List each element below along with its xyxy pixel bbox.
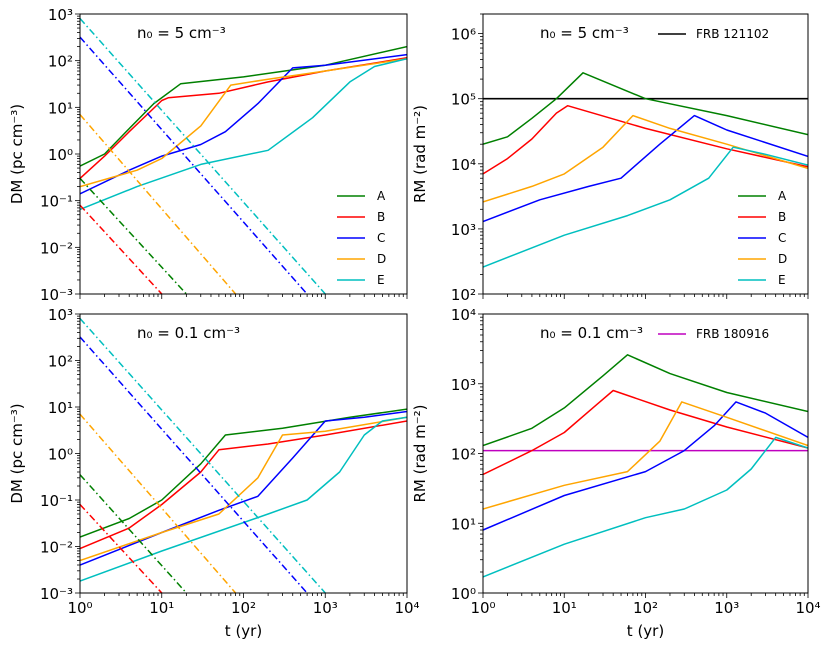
y-tick-label: 10¹ bbox=[451, 515, 476, 533]
panel-bottom-left: 10⁰ 10¹ 10² 10³ 10⁴ 10⁻³ 10⁻² 10⁻¹ 10⁰ 10¹ 10² 10³ n… bbox=[8, 306, 420, 640]
y-tick-label: 10⁴ bbox=[451, 306, 476, 324]
series-c bbox=[483, 401, 808, 531]
series-a bbox=[483, 72, 808, 145]
y-tick-label: 10³ bbox=[451, 376, 476, 394]
x-tick-label: 10² bbox=[231, 599, 256, 617]
y-axis-label: DM (pc cm⁻³) bbox=[8, 403, 26, 503]
series-c bbox=[80, 410, 407, 566]
series-a bbox=[80, 408, 407, 538]
series-e bbox=[80, 57, 407, 211]
series-b-dashdot bbox=[80, 503, 163, 593]
y-tick-label: 10² bbox=[48, 53, 73, 71]
series-d-dashdot bbox=[80, 114, 237, 294]
x-axis-label: t (yr) bbox=[225, 622, 262, 640]
series-e-dashdot bbox=[80, 318, 326, 593]
y-tick-label: 10⁻¹ bbox=[40, 193, 73, 211]
series-c-dashdot bbox=[80, 336, 308, 593]
panel-top-right: 10² 10³ 10⁴ 10⁵ 10⁶ n₀ = 5 cm⁻³ FRB 121102 ABCD… bbox=[411, 13, 809, 304]
x-tick-label: 10⁴ bbox=[394, 599, 419, 617]
y-tick-label: 10⁰ bbox=[48, 446, 73, 464]
axes-frame bbox=[79, 13, 408, 295]
series-b-dashdot bbox=[80, 204, 163, 294]
y-tick-label: 10⁴ bbox=[451, 156, 476, 174]
y-tick-label: 10³ bbox=[451, 221, 476, 239]
y-tick-label: 10⁵ bbox=[451, 91, 476, 109]
y-tick-label: 10⁻³ bbox=[40, 286, 73, 304]
y-tick-label: 10⁻² bbox=[40, 539, 73, 557]
series-group bbox=[80, 318, 407, 593]
series-e-dashdot bbox=[80, 18, 326, 294]
axes-frame bbox=[482, 13, 809, 295]
y-tick-label: 10² bbox=[451, 286, 476, 304]
series-d bbox=[80, 416, 407, 562]
panel-bottom-right: 10⁰ 10¹ 10² 10³ 10⁴ 10⁰ 10¹ 10² 10³ 10⁴ n₀ = 0.1 c… bbox=[411, 306, 821, 640]
legend-label-c: C bbox=[377, 231, 385, 245]
x-tick-label: 10² bbox=[633, 599, 658, 617]
panel-annotation: n₀ = 5 cm⁻³ bbox=[137, 24, 226, 42]
series-a bbox=[483, 354, 808, 447]
panel-top-left: 10⁻³ 10⁻² 10⁻¹ 10⁰ 10¹ 10² 10³ n₀ = 5 cm⁻³ ABCDE… bbox=[8, 6, 408, 304]
series-a-dashdot bbox=[80, 177, 187, 294]
reference-legend-label: FRB 121102 bbox=[696, 27, 769, 41]
series-a-dashdot bbox=[80, 474, 187, 593]
legend-label-c: C bbox=[778, 231, 786, 245]
y-tick-label: 10⁰ bbox=[451, 585, 476, 603]
y-tick-label: 10⁰ bbox=[48, 146, 73, 164]
series-c bbox=[483, 114, 808, 223]
series-e bbox=[80, 416, 407, 582]
y-axis-label: RM (rad m⁻²) bbox=[411, 105, 429, 203]
y-tick-label: 10¹ bbox=[48, 99, 73, 117]
panel-annotation: n₀ = 0.1 cm⁻³ bbox=[137, 324, 240, 342]
x-tick-label: 10⁰ bbox=[470, 599, 495, 617]
y-axis-label: RM (rad m⁻²) bbox=[411, 404, 429, 502]
x-tick-label: 10³ bbox=[313, 599, 338, 617]
legend-label-b: B bbox=[377, 210, 385, 224]
series-d bbox=[483, 401, 808, 510]
series-b bbox=[80, 420, 407, 550]
y-tick-label: 10³ bbox=[48, 6, 73, 24]
legend-label-a: A bbox=[778, 189, 787, 203]
axes-frame bbox=[79, 313, 408, 594]
x-tick-label: 10¹ bbox=[149, 599, 174, 617]
series-b bbox=[483, 104, 808, 175]
series-d-dashdot bbox=[80, 413, 237, 593]
series-e bbox=[483, 436, 808, 578]
x-tick-label: 10⁴ bbox=[795, 599, 820, 617]
series-c-dashdot bbox=[80, 36, 308, 294]
y-tick-label: 10³ bbox=[48, 306, 73, 324]
x-axis-label: t (yr) bbox=[627, 622, 664, 640]
series-e bbox=[483, 146, 808, 268]
series-d bbox=[80, 57, 407, 188]
series-group bbox=[483, 72, 808, 268]
legend-label-e: E bbox=[377, 273, 385, 287]
legend-label-d: D bbox=[778, 252, 787, 266]
x-tick-label: 10³ bbox=[714, 599, 739, 617]
y-tick-label: 10⁻² bbox=[40, 239, 73, 257]
y-tick-label: 10² bbox=[48, 353, 73, 371]
series-b bbox=[80, 57, 407, 179]
panel-annotation: n₀ = 0.1 cm⁻³ bbox=[540, 324, 643, 342]
reference-legend-label: FRB 180916 bbox=[696, 327, 769, 341]
legend-label-e: E bbox=[778, 273, 786, 287]
y-tick-label: 10⁶ bbox=[451, 26, 476, 44]
axes-frame bbox=[482, 313, 809, 594]
y-axis-label: DM (pc cm⁻³) bbox=[8, 104, 26, 204]
legend-label-d: D bbox=[377, 252, 386, 266]
y-tick-label: 10¹ bbox=[48, 399, 73, 417]
y-tick-label: 10⁻³ bbox=[40, 585, 73, 603]
series-d bbox=[483, 114, 808, 203]
series-a bbox=[80, 45, 407, 167]
x-tick-label: 10⁰ bbox=[67, 599, 92, 617]
series-c bbox=[80, 53, 407, 195]
y-tick-label: 10⁻¹ bbox=[40, 492, 73, 510]
legend-label-b: B bbox=[778, 210, 786, 224]
series-group bbox=[483, 354, 808, 578]
legend-label-a: A bbox=[377, 189, 386, 203]
panel-annotation: n₀ = 5 cm⁻³ bbox=[540, 24, 629, 42]
series-b bbox=[483, 389, 808, 476]
series-group bbox=[80, 18, 407, 294]
y-tick-label: 10² bbox=[451, 446, 476, 464]
x-tick-label: 10¹ bbox=[552, 599, 577, 617]
